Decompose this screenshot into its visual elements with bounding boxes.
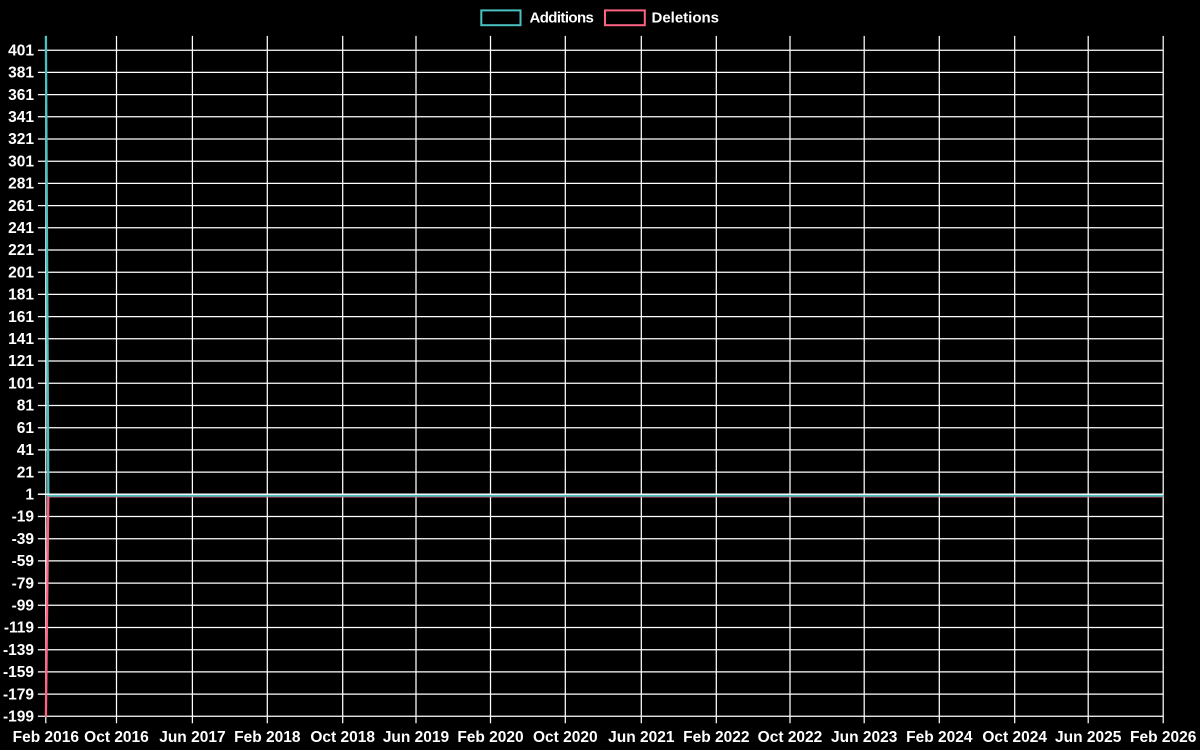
svg-text:Feb 2024: Feb 2024: [906, 729, 973, 746]
svg-text:41: 41: [17, 442, 35, 459]
svg-text:Feb 2018: Feb 2018: [234, 729, 301, 746]
svg-text:Feb 2022: Feb 2022: [683, 729, 749, 746]
svg-text:1: 1: [25, 487, 34, 504]
svg-text:Deletions: Deletions: [652, 10, 720, 27]
svg-text:Jun 2021: Jun 2021: [608, 729, 675, 746]
svg-text:241: 241: [8, 220, 34, 237]
svg-text:81: 81: [17, 398, 35, 415]
svg-text:21: 21: [17, 464, 35, 481]
svg-text:101: 101: [8, 375, 34, 392]
svg-text:201: 201: [8, 264, 34, 281]
svg-text:161: 161: [8, 309, 34, 326]
svg-text:-59: -59: [12, 553, 35, 570]
svg-text:Oct 2020: Oct 2020: [533, 729, 598, 746]
svg-text:321: 321: [8, 131, 34, 148]
svg-text:341: 341: [8, 109, 34, 126]
svg-text:Oct 2016: Oct 2016: [84, 729, 149, 746]
svg-text:Oct 2024: Oct 2024: [982, 729, 1047, 746]
svg-text:-119: -119: [4, 620, 35, 637]
svg-text:Jun 2023: Jun 2023: [831, 729, 898, 746]
svg-text:401: 401: [8, 42, 34, 59]
svg-text:-159: -159: [3, 664, 34, 681]
svg-text:Jun 2019: Jun 2019: [383, 729, 450, 746]
svg-text:Feb 2020: Feb 2020: [457, 729, 523, 746]
svg-text:-19: -19: [12, 509, 35, 526]
svg-text:361: 361: [8, 87, 34, 104]
svg-text:121: 121: [8, 353, 34, 370]
svg-text:221: 221: [8, 242, 34, 259]
svg-text:Feb 2016: Feb 2016: [13, 729, 80, 746]
svg-text:61: 61: [17, 420, 35, 437]
svg-text:281: 281: [8, 176, 34, 193]
svg-text:261: 261: [8, 198, 34, 215]
svg-text:-99: -99: [12, 598, 35, 615]
svg-text:-179: -179: [3, 686, 34, 703]
svg-text:381: 381: [8, 65, 34, 82]
svg-text:Additions: Additions: [530, 10, 594, 27]
svg-text:141: 141: [8, 331, 34, 348]
svg-text:-39: -39: [12, 531, 35, 548]
svg-text:181: 181: [8, 287, 34, 304]
svg-text:-199: -199: [3, 709, 34, 726]
svg-text:Jun 2025: Jun 2025: [1055, 729, 1122, 746]
svg-text:Oct 2022: Oct 2022: [758, 729, 823, 746]
svg-text:301: 301: [8, 153, 34, 170]
svg-text:Feb 2026: Feb 2026: [1130, 729, 1197, 746]
svg-text:-139: -139: [3, 642, 34, 659]
svg-text:Jun 2017: Jun 2017: [159, 729, 225, 746]
svg-text:-79: -79: [12, 575, 35, 592]
svg-text:Oct 2018: Oct 2018: [310, 729, 375, 746]
